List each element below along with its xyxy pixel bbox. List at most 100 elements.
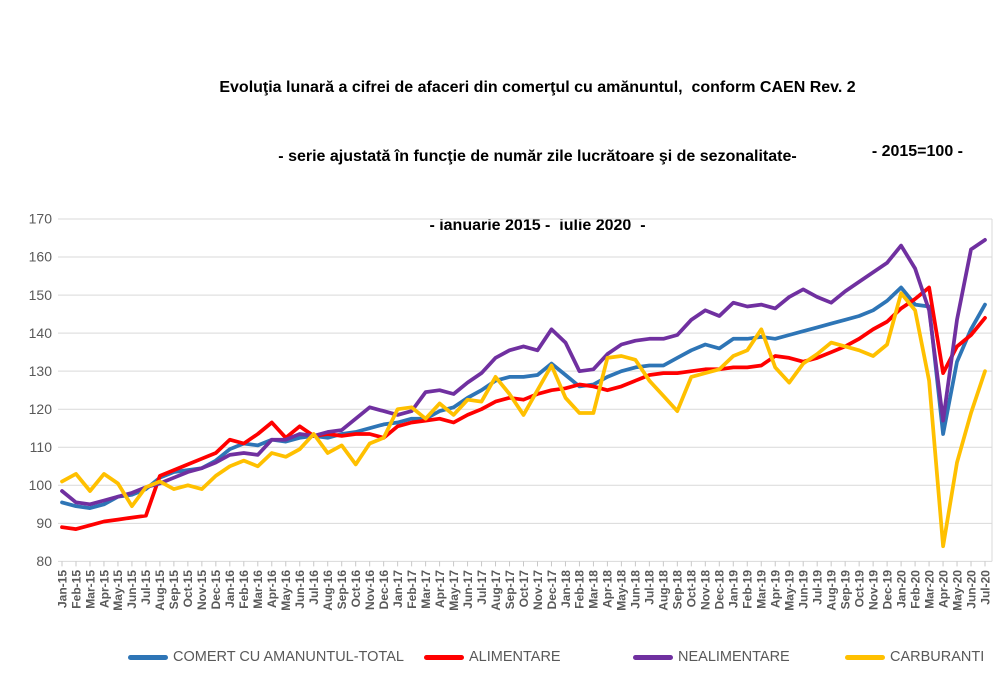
series-alimentare <box>60 285 987 531</box>
svg-text:Apr-16: Apr-16 <box>265 570 279 608</box>
svg-text:Dec-16: Dec-16 <box>377 570 391 610</box>
svg-text:Jan-17: Jan-17 <box>391 570 405 608</box>
svg-text:Feb-20: Feb-20 <box>908 570 922 609</box>
svg-text:Sep-18: Sep-18 <box>671 570 685 610</box>
svg-text:Feb-16: Feb-16 <box>237 570 251 609</box>
svg-text:Mar-18: Mar-18 <box>587 570 601 609</box>
svg-text:Mar-20: Mar-20 <box>922 570 936 609</box>
svg-text:Oct-19: Oct-19 <box>852 570 866 608</box>
line-chart: 80 90 100 110 120 130 140 150 160 170 Jan-15 Feb-15… <box>29 211 993 611</box>
svg-text:110: 110 <box>30 439 53 455</box>
index-base-note: - 2015=100 - <box>871 143 963 160</box>
legend-item-comert-total: COMERT CU AMANUNTUL-TOTAL <box>128 648 404 666</box>
svg-text:Nov-18: Nov-18 <box>699 570 713 610</box>
svg-text:Sep-16: Sep-16 <box>335 570 349 610</box>
svg-text:Nov-19: Nov-19 <box>866 570 880 610</box>
svg-text:May-20: May-20 <box>950 570 964 611</box>
x-axis-labels: Jan-15 Feb-15 Mar-15 Apr-15 May-15 Jun-15 Jul-… <box>55 570 992 611</box>
svg-text:Mar-15: Mar-15 <box>83 570 97 609</box>
title-line-2: - serie ajustată în funcţie de număr zil… <box>278 148 797 165</box>
title-line-3: - ianuarie 2015 - iulie 2020 - <box>429 217 646 234</box>
svg-text:Jan-15: Jan-15 <box>55 570 69 608</box>
svg-text:Jun-15: Jun-15 <box>125 570 139 609</box>
legend-item-carburanti: CARBURANTI <box>845 648 984 666</box>
legend-item-alimentare: ALIMENTARE <box>424 648 561 666</box>
svg-text:Mar-19: Mar-19 <box>755 570 769 609</box>
svg-text:Jan-18: Jan-18 <box>559 570 573 608</box>
svg-text:Jun-17: Jun-17 <box>461 570 475 609</box>
svg-text:Apr-18: Apr-18 <box>601 570 615 608</box>
svg-text:Jul-17: Jul-17 <box>475 570 489 605</box>
series-line-alimentare <box>60 285 987 531</box>
svg-text:Dec-15: Dec-15 <box>209 570 223 610</box>
svg-text:Aug-15: Aug-15 <box>153 570 167 611</box>
svg-text:150: 150 <box>29 287 53 303</box>
svg-text:Jun-19: Jun-19 <box>797 570 811 609</box>
legend-label-carburanti: CARBURANTI <box>890 649 985 665</box>
svg-text:Oct-17: Oct-17 <box>517 570 531 608</box>
legend-label-nealimentare: NEALIMENTARE <box>678 649 790 665</box>
svg-text:Oct-18: Oct-18 <box>685 570 699 608</box>
legend-swatch-carburanti <box>845 654 885 660</box>
svg-text:Aug-19: Aug-19 <box>824 570 838 611</box>
svg-text:May-15: May-15 <box>111 570 125 611</box>
svg-text:May-16: May-16 <box>279 570 293 611</box>
svg-text:Feb-18: Feb-18 <box>573 570 587 609</box>
svg-text:Mar-17: Mar-17 <box>419 570 433 609</box>
svg-text:Sep-15: Sep-15 <box>167 570 181 610</box>
x-axis-ticks <box>61 561 986 567</box>
chart-legend: COMERT CU AMANUNTUL-TOTAL ALIMENTARE NEA… <box>0 648 1000 668</box>
legend-label-alimentare: ALIMENTARE <box>469 649 561 665</box>
svg-text:Jun-16: Jun-16 <box>293 570 307 609</box>
legend-item-nealimentare: NEALIMENTARE <box>633 648 790 666</box>
svg-text:Dec-18: Dec-18 <box>713 570 727 610</box>
svg-text:Sep-19: Sep-19 <box>838 570 852 610</box>
chart-title: Evoluţia lunară a cifrei de afaceri din … <box>75 30 1000 283</box>
svg-text:90: 90 <box>36 515 52 531</box>
svg-text:100: 100 <box>29 477 53 493</box>
svg-text:Nov-17: Nov-17 <box>531 570 545 610</box>
svg-text:Apr-17: Apr-17 <box>433 570 447 608</box>
svg-text:Jul-18: Jul-18 <box>643 570 657 605</box>
y-axis-labels: 80 90 100 110 120 130 140 150 160 170 <box>29 211 53 569</box>
svg-text:May-18: May-18 <box>615 570 629 611</box>
legend-swatch-comert-total <box>128 654 168 660</box>
svg-text:Jan-19: Jan-19 <box>727 570 741 608</box>
svg-text:Jul-15: Jul-15 <box>139 570 153 605</box>
svg-text:Nov-16: Nov-16 <box>363 570 377 610</box>
svg-text:Feb-15: Feb-15 <box>69 570 83 609</box>
svg-text:Jun-20: Jun-20 <box>964 570 978 609</box>
svg-text:May-17: May-17 <box>447 570 461 611</box>
svg-text:Nov-15: Nov-15 <box>195 570 209 610</box>
svg-text:Jan-20: Jan-20 <box>894 570 908 608</box>
legend-swatch-nealimentare <box>633 654 673 660</box>
series-nealimentare <box>60 238 987 507</box>
svg-text:Jun-18: Jun-18 <box>629 570 643 609</box>
svg-text:Oct-15: Oct-15 <box>181 570 195 608</box>
svg-text:May-19: May-19 <box>783 570 797 611</box>
svg-text:80: 80 <box>36 553 52 569</box>
legend-swatch-alimentare <box>424 654 464 660</box>
svg-text:Feb-19: Feb-19 <box>741 570 755 609</box>
title-line-1: Evoluţia lunară a cifrei de afaceri din … <box>219 79 856 96</box>
svg-text:Dec-17: Dec-17 <box>545 570 559 610</box>
svg-text:Jan-16: Jan-16 <box>223 570 237 608</box>
gridlines <box>58 218 992 562</box>
svg-text:Aug-16: Aug-16 <box>321 570 335 611</box>
svg-text:Jul-20: Jul-20 <box>978 570 992 605</box>
svg-text:160: 160 <box>29 249 53 265</box>
series-line-carburanti <box>60 291 987 549</box>
svg-text:Apr-20: Apr-20 <box>936 570 950 608</box>
svg-text:Feb-17: Feb-17 <box>405 570 419 609</box>
svg-text:Dec-19: Dec-19 <box>880 570 894 610</box>
svg-text:Aug-18: Aug-18 <box>657 570 671 611</box>
svg-text:Apr-15: Apr-15 <box>97 570 111 608</box>
svg-text:Jul-19: Jul-19 <box>810 570 824 605</box>
svg-text:Sep-17: Sep-17 <box>503 570 517 610</box>
svg-text:170: 170 <box>29 211 53 227</box>
svg-text:120: 120 <box>29 401 53 417</box>
svg-text:Oct-16: Oct-16 <box>349 570 363 608</box>
svg-text:140: 140 <box>29 325 53 341</box>
svg-text:Apr-19: Apr-19 <box>769 570 783 608</box>
